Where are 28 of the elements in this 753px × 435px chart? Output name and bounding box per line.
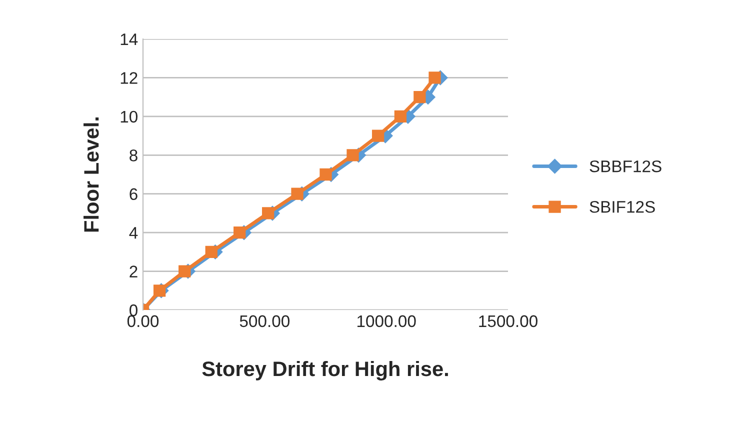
point xyxy=(414,90,426,104)
x-tick-label: 500.00 xyxy=(240,315,290,328)
x-tick-label: 0.00 xyxy=(127,315,159,328)
point xyxy=(346,149,359,162)
y-tick-label: 0 xyxy=(130,304,138,316)
point xyxy=(234,226,246,239)
x-tick-label: 1500.00 xyxy=(479,315,538,328)
y-tick-label: 14 xyxy=(120,34,138,46)
point xyxy=(372,130,384,142)
point xyxy=(291,188,304,200)
point xyxy=(428,72,441,84)
point xyxy=(320,168,332,181)
y-tick-label: 10 xyxy=(120,110,138,123)
x-tick-label: 1000.00 xyxy=(357,315,416,328)
legend-label: SBIF12S xyxy=(590,200,655,213)
y-tick-label: 4 xyxy=(129,227,138,239)
point xyxy=(262,207,274,220)
y-tick-label: 2 xyxy=(130,266,138,278)
y-axis-title: Floor Level. xyxy=(84,117,99,232)
y-tick-label: 6 xyxy=(130,188,138,200)
legend-label: SBBF12S xyxy=(590,160,662,172)
point xyxy=(394,110,407,123)
point xyxy=(205,246,218,258)
point xyxy=(178,265,191,278)
x-axis-title: Storey Drift for High rise. xyxy=(202,360,448,380)
point xyxy=(153,284,166,297)
y-tick-label: 12 xyxy=(120,72,138,84)
y-tick-label: 8 xyxy=(130,150,138,162)
